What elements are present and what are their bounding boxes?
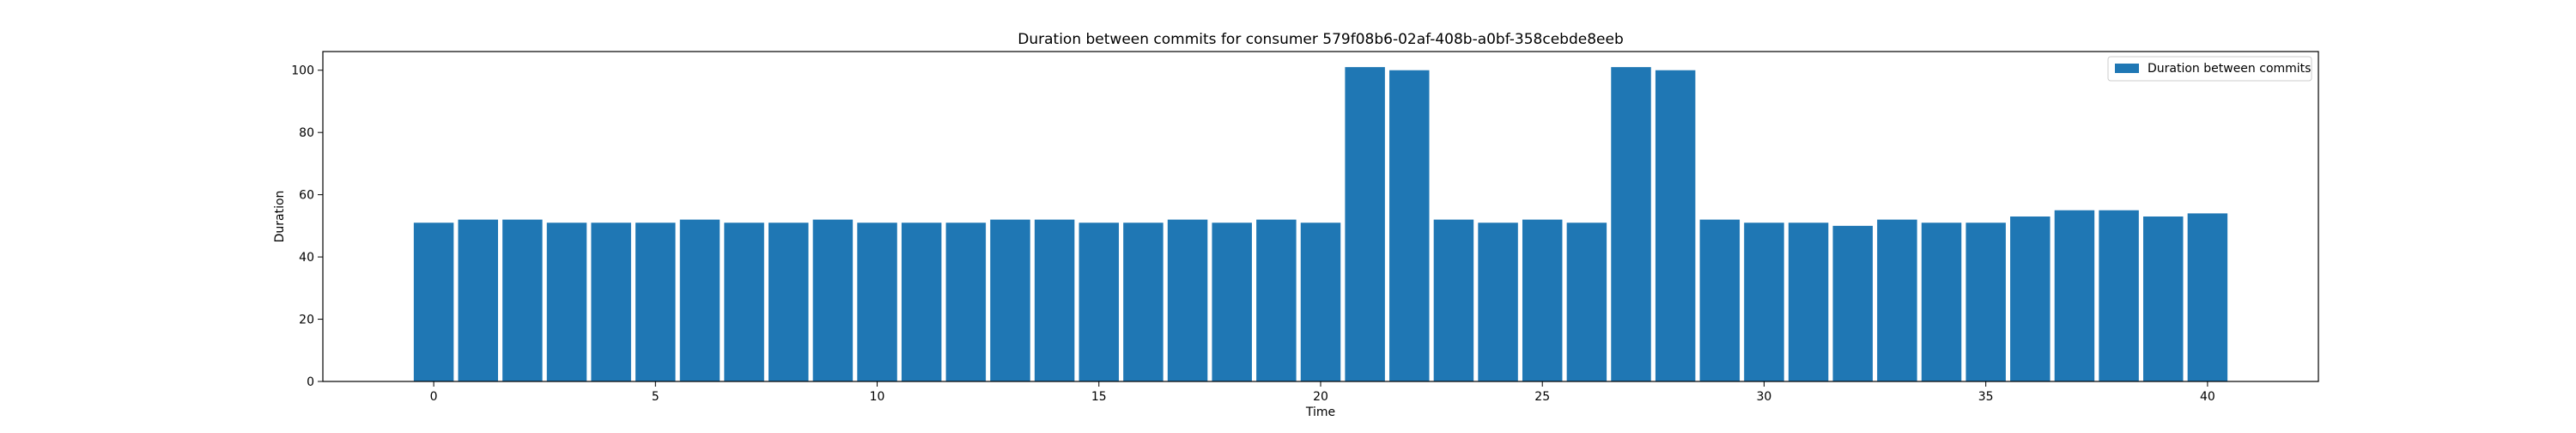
y-tick-label: 80	[299, 126, 314, 140]
x-axis-ticks: 0 5 10 15 20 25 30 35 40	[430, 381, 2215, 404]
bar	[1965, 223, 2006, 381]
bar	[2099, 210, 2139, 381]
bar	[1566, 223, 1607, 381]
chart-title: Duration between commits for consumer 57…	[1018, 31, 1623, 48]
y-tick-label: 60	[299, 189, 314, 203]
x-tick-label: 25	[1534, 390, 1550, 404]
bar	[2143, 216, 2184, 381]
legend-swatch	[2115, 64, 2139, 73]
bar	[591, 223, 631, 381]
y-tick-label: 40	[299, 251, 314, 265]
bar	[546, 223, 587, 381]
bar	[1788, 223, 1829, 381]
bar	[857, 223, 897, 381]
legend-box	[2107, 56, 2312, 82]
x-tick-label: 15	[1091, 390, 1107, 404]
bar	[1744, 223, 1784, 381]
bar	[1478, 223, 1518, 381]
bar	[1345, 67, 1385, 382]
bar	[1921, 223, 1962, 381]
x-tick-label: 30	[1757, 390, 1772, 404]
bar	[458, 219, 498, 381]
bar	[413, 223, 454, 381]
x-tick-label: 10	[870, 390, 885, 404]
bar	[1078, 223, 1120, 381]
x-tick-label: 35	[1978, 390, 1994, 404]
bar	[769, 223, 809, 381]
bar	[1522, 219, 1563, 381]
x-axis-label: Time	[1305, 406, 1335, 419]
bar	[945, 223, 987, 381]
x-tick-label: 0	[430, 390, 438, 404]
bar	[2054, 210, 2095, 381]
bar	[1877, 219, 1917, 381]
bar	[2187, 213, 2228, 381]
bar	[1034, 219, 1075, 381]
bar	[1167, 219, 1208, 381]
x-tick-label: 5	[652, 390, 659, 404]
bar	[1300, 223, 1341, 381]
bar	[635, 223, 676, 381]
bar	[901, 223, 942, 381]
x-tick-label: 20	[1313, 390, 1328, 404]
plot-frame	[322, 51, 2319, 382]
bar	[502, 219, 543, 381]
x-tick-label: 40	[2200, 390, 2215, 404]
y-axis-label: Duration	[273, 191, 287, 243]
legend: Duration between commits	[2107, 56, 2312, 82]
bar	[1256, 219, 1297, 381]
bar	[1611, 67, 1651, 382]
bar	[2010, 216, 2050, 381]
bar	[1699, 219, 1741, 381]
bar	[1123, 223, 1163, 381]
bar	[679, 219, 720, 381]
bar	[1655, 70, 1696, 382]
bar	[1212, 223, 1252, 381]
bar	[1433, 219, 1474, 381]
y-tick-label: 20	[299, 314, 314, 327]
y-axis-ticks: 0 20 40 60 80 100	[291, 64, 323, 389]
legend-label: Duration between commits	[2148, 62, 2311, 76]
bar	[1389, 70, 1430, 382]
bar	[724, 223, 764, 381]
y-tick-label: 0	[307, 375, 314, 389]
bars-layer	[413, 67, 2228, 382]
y-tick-label: 100	[291, 64, 314, 78]
bar	[990, 219, 1030, 381]
bar	[812, 219, 854, 381]
bar	[1832, 225, 1873, 381]
